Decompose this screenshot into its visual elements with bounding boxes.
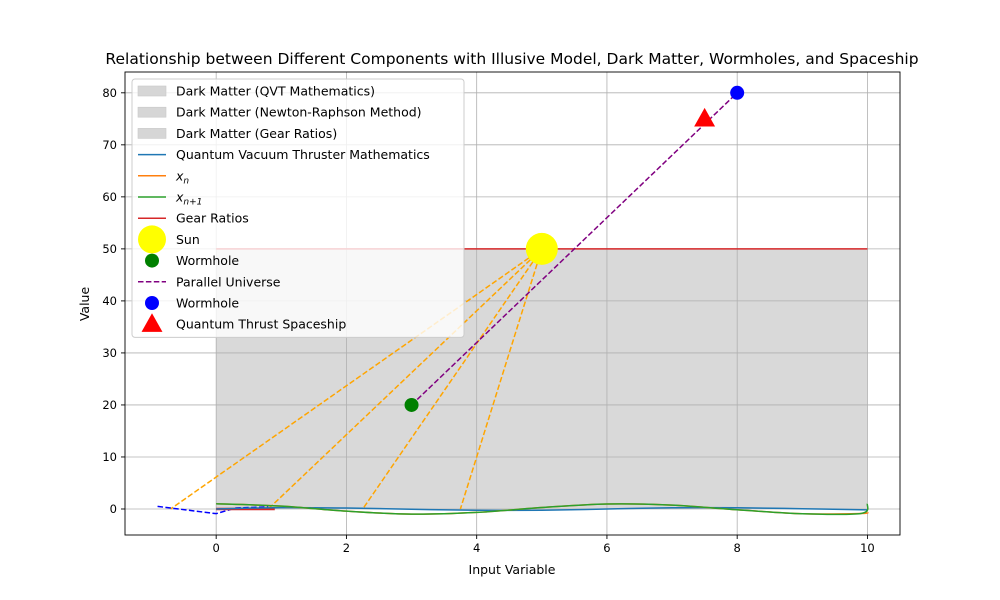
parallel-universe-line <box>411 92 738 406</box>
y-tick-label: 70 <box>102 138 117 152</box>
legend-label: Wormhole <box>176 296 239 311</box>
legend-label: Quantum Vacuum Thruster Mathematics <box>176 147 430 162</box>
x-tick-label: 6 <box>603 541 610 555</box>
y-tick-label: 80 <box>102 86 117 100</box>
legend: Dark Matter (QVT Mathematics) Dark Matter… <box>131 78 465 338</box>
y-tick-label: 60 <box>102 190 117 204</box>
x-tick-label: 2 <box>343 541 350 555</box>
series-xn1 <box>216 503 869 516</box>
x-tick-label: 8 <box>734 541 741 555</box>
legend-label: Dark Matter (Newton-Raphson Method) <box>176 105 422 120</box>
y-tick-label: 50 <box>102 242 117 256</box>
y-tick-label: 30 <box>102 346 117 360</box>
legend-label: xn <box>175 168 189 186</box>
legend-label: Wormhole <box>176 253 239 268</box>
y-tick-label: 20 <box>102 398 117 412</box>
x-tick-label: 0 <box>213 541 220 555</box>
y-tick-label: 0 <box>110 502 117 516</box>
legend-swatch-dark-matter <box>137 85 167 97</box>
wormhole-green-marker <box>404 397 419 412</box>
legend-marker-circle <box>145 253 159 268</box>
chart-title: Relationship between Different Component… <box>105 50 918 68</box>
legend-swatch-dark-matter <box>137 106 167 118</box>
y-tick-label: 10 <box>102 450 117 464</box>
sun-marker <box>525 232 558 265</box>
legend-box <box>131 78 465 338</box>
sun-ray-3 <box>362 248 543 510</box>
x-tick-label: 4 <box>473 541 480 555</box>
wormhole-blue-marker <box>730 85 745 100</box>
legend-marker-circle <box>138 225 166 254</box>
legend-label: Dark Matter (Gear Ratios) <box>176 126 337 141</box>
axes-frame <box>124 71 901 536</box>
y-tick-label: 40 <box>102 294 117 308</box>
y-axis-label: Value <box>77 287 92 322</box>
legend-label: Sun <box>176 232 200 247</box>
sun-ray-1 <box>170 248 543 510</box>
legend-label: xn+1 <box>175 190 202 208</box>
sun-ray-4 <box>459 248 543 510</box>
legend-swatch-dark-matter <box>137 128 167 139</box>
spaceship-marker <box>694 107 716 127</box>
legend-label: Quantum Thrust Spaceship <box>176 317 346 332</box>
series-qvt-mathematics <box>216 506 868 512</box>
legend-label: Parallel Universe <box>176 274 281 289</box>
x-axis-label: Input Variable <box>469 562 556 577</box>
legend-label: Dark Matter (QVT Mathematics) <box>176 84 375 99</box>
legend-marker-circle <box>145 296 159 310</box>
x-tick-label: 10 <box>860 541 875 555</box>
legend-marker-triangle <box>141 313 163 332</box>
legend-label: Gear Ratios <box>176 211 249 226</box>
